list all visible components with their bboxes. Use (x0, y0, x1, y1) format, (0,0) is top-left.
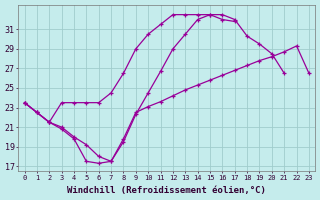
X-axis label: Windchill (Refroidissement éolien,°C): Windchill (Refroidissement éolien,°C) (67, 186, 266, 195)
